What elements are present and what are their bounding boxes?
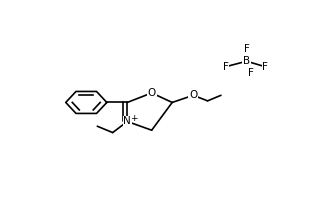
- Text: F: F: [248, 68, 253, 78]
- Text: F: F: [262, 62, 268, 72]
- Text: O: O: [148, 88, 156, 98]
- Text: N: N: [123, 116, 131, 126]
- Text: F: F: [223, 62, 228, 72]
- Text: O: O: [189, 90, 197, 100]
- Text: +: +: [130, 114, 137, 123]
- Text: B: B: [243, 56, 250, 66]
- Text: F: F: [244, 44, 250, 54]
